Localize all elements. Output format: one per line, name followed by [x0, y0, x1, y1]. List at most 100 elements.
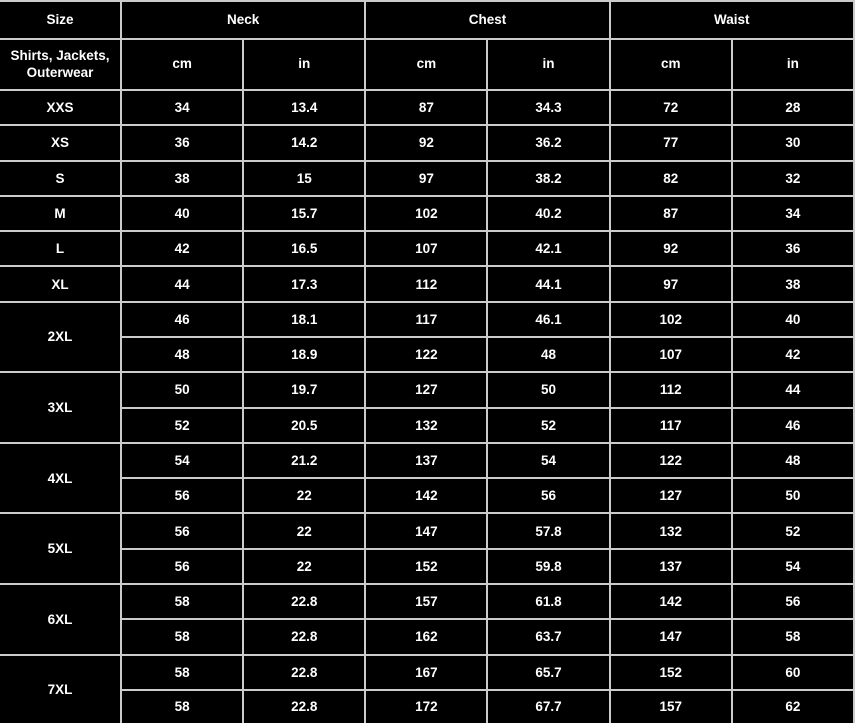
value-cell-neck-cm: 50	[119, 371, 245, 409]
table-row: XL 44 17.3 112 44.1 97 38	[0, 265, 855, 303]
value-cell-chest-in: 56	[486, 477, 611, 515]
value-cell-waist-in: 54	[730, 547, 855, 585]
table-row: 5XL 56 22 147 57.8 132 52	[0, 512, 855, 585]
value-cell-chest-cm: 102	[364, 194, 489, 233]
value-cell-chest-cm: 167	[364, 653, 489, 691]
value-cell-waist-in: 36	[730, 230, 855, 268]
value-cell-neck-cm: 58	[119, 653, 245, 691]
header-garment-types: Shirts, Jackets, Outerwear	[0, 38, 122, 91]
value-cell-chest-in: 48	[486, 335, 611, 374]
size-chart-body: XXS 34 13.4 87 34.3 72 28 XS 36 14.2 92 36.2 77 30 S 38…	[0, 88, 855, 723]
table-row: 58 22.8 162 63.7 147 58	[0, 618, 855, 656]
size-label-cell: 2XL	[0, 300, 122, 374]
value-cell-chest-in: 67.7	[486, 688, 611, 723]
value-cell-waist-in: 50	[730, 477, 855, 515]
value-cell-chest-cm: 142	[364, 477, 489, 515]
table-row: 7XL 58 22.8 167 65.7 152 60	[0, 653, 855, 723]
value-cell-chest-in: 65.7	[486, 653, 611, 691]
header-unit-neck-cm: cm	[119, 38, 245, 91]
table-row: 4XL 54 21.2 137 54 122 48	[0, 441, 855, 515]
header-unit-waist-in: in	[730, 38, 855, 91]
value-cell-waist-cm: 102	[608, 300, 733, 338]
value-cell-neck-in: 18.9	[242, 335, 367, 374]
value-cell-neck-cm: 46	[119, 300, 245, 338]
value-cell-neck-in: 22.8	[242, 582, 367, 621]
value-cell-chest-in: 34.3	[486, 88, 611, 127]
table-row: 56 22 152 59.8 137 54	[0, 547, 855, 585]
value-cell-chest-in: 63.7	[486, 618, 611, 656]
value-cell-waist-cm: 122	[608, 441, 733, 480]
table-row: M 40 15.7 102 40.2 87 34	[0, 194, 855, 233]
value-cell-chest-cm: 157	[364, 582, 489, 621]
value-cell-neck-in: 16.5	[242, 230, 367, 268]
header-waist: Waist	[608, 0, 855, 40]
value-cell-waist-cm: 87	[608, 194, 733, 233]
value-cell-neck-cm: 48	[119, 335, 245, 374]
value-cell-neck-in: 13.4	[242, 88, 367, 127]
value-cell-waist-in: 56	[730, 582, 855, 621]
value-cell-waist-in: 42	[730, 335, 855, 374]
value-cell-waist-in: 44	[730, 371, 855, 409]
value-cell-waist-in: 32	[730, 159, 855, 197]
size-label-cell: 4XL	[0, 441, 122, 515]
table-row: 56 22 142 56 127 50	[0, 477, 855, 515]
table-row: XXS 34 13.4 87 34.3 72 28	[0, 88, 855, 127]
table-row: L 42 16.5 107 42.1 92 36	[0, 230, 855, 268]
value-cell-neck-cm: 40	[119, 194, 245, 233]
value-cell-chest-in: 50	[486, 371, 611, 409]
value-cell-neck-in: 14.2	[242, 124, 367, 162]
value-cell-neck-cm: 56	[119, 477, 245, 515]
value-cell-chest-cm: 172	[364, 688, 489, 723]
value-cell-waist-cm: 82	[608, 159, 733, 197]
value-cell-neck-in: 22.8	[242, 618, 367, 656]
value-cell-chest-cm: 162	[364, 618, 489, 656]
value-cell-waist-in: 62	[730, 688, 855, 723]
value-cell-neck-in: 22.8	[242, 688, 367, 723]
value-cell-chest-cm: 152	[364, 547, 489, 585]
value-cell-neck-cm: 42	[119, 230, 245, 268]
size-chart-header: Size Neck Chest Waist Shirts, Jackets, O…	[0, 0, 855, 91]
size-label-cell: 6XL	[0, 582, 122, 656]
table-row: 6XL 58 22.8 157 61.8 142 56	[0, 582, 855, 656]
value-cell-neck-cm: 58	[119, 618, 245, 656]
value-cell-waist-cm: 157	[608, 688, 733, 723]
size-label-cell: XXS	[0, 88, 122, 127]
value-cell-chest-in: 52	[486, 406, 611, 444]
header-size: Size	[0, 0, 122, 40]
value-cell-neck-in: 21.2	[242, 441, 367, 480]
value-cell-neck-in: 17.3	[242, 265, 367, 303]
size-label-cell: S	[0, 159, 122, 197]
size-label-cell: XL	[0, 265, 122, 303]
value-cell-chest-cm: 112	[364, 265, 489, 303]
value-cell-waist-cm: 142	[608, 582, 733, 621]
value-cell-neck-cm: 58	[119, 582, 245, 621]
value-cell-waist-cm: 117	[608, 406, 733, 444]
value-cell-neck-in: 15	[242, 159, 367, 197]
value-cell-waist-cm: 97	[608, 265, 733, 303]
size-label-cell: L	[0, 230, 122, 268]
header-row-units: Shirts, Jackets, Outerwear cm in cm in c…	[0, 38, 855, 91]
header-chest: Chest	[364, 0, 611, 40]
value-cell-chest-cm: 117	[364, 300, 489, 338]
value-cell-neck-in: 18.1	[242, 300, 367, 338]
value-cell-neck-in: 22	[242, 477, 367, 515]
value-cell-chest-cm: 147	[364, 512, 489, 550]
value-cell-waist-in: 52	[730, 512, 855, 550]
header-unit-neck-in: in	[242, 38, 367, 91]
value-cell-chest-in: 54	[486, 441, 611, 480]
value-cell-chest-cm: 122	[364, 335, 489, 374]
table-row: 3XL 50 19.7 127 50 112 44	[0, 371, 855, 444]
value-cell-waist-in: 60	[730, 653, 855, 691]
value-cell-chest-cm: 97	[364, 159, 489, 197]
value-cell-waist-cm: 72	[608, 88, 733, 127]
value-cell-waist-cm: 132	[608, 512, 733, 550]
size-label-cell: 3XL	[0, 371, 122, 444]
value-cell-chest-cm: 137	[364, 441, 489, 480]
value-cell-neck-cm: 56	[119, 547, 245, 585]
value-cell-neck-in: 20.5	[242, 406, 367, 444]
value-cell-neck-in: 19.7	[242, 371, 367, 409]
value-cell-chest-in: 59.8	[486, 547, 611, 585]
value-cell-waist-in: 34	[730, 194, 855, 233]
value-cell-neck-cm: 38	[119, 159, 245, 197]
header-unit-chest-in: in	[486, 38, 611, 91]
